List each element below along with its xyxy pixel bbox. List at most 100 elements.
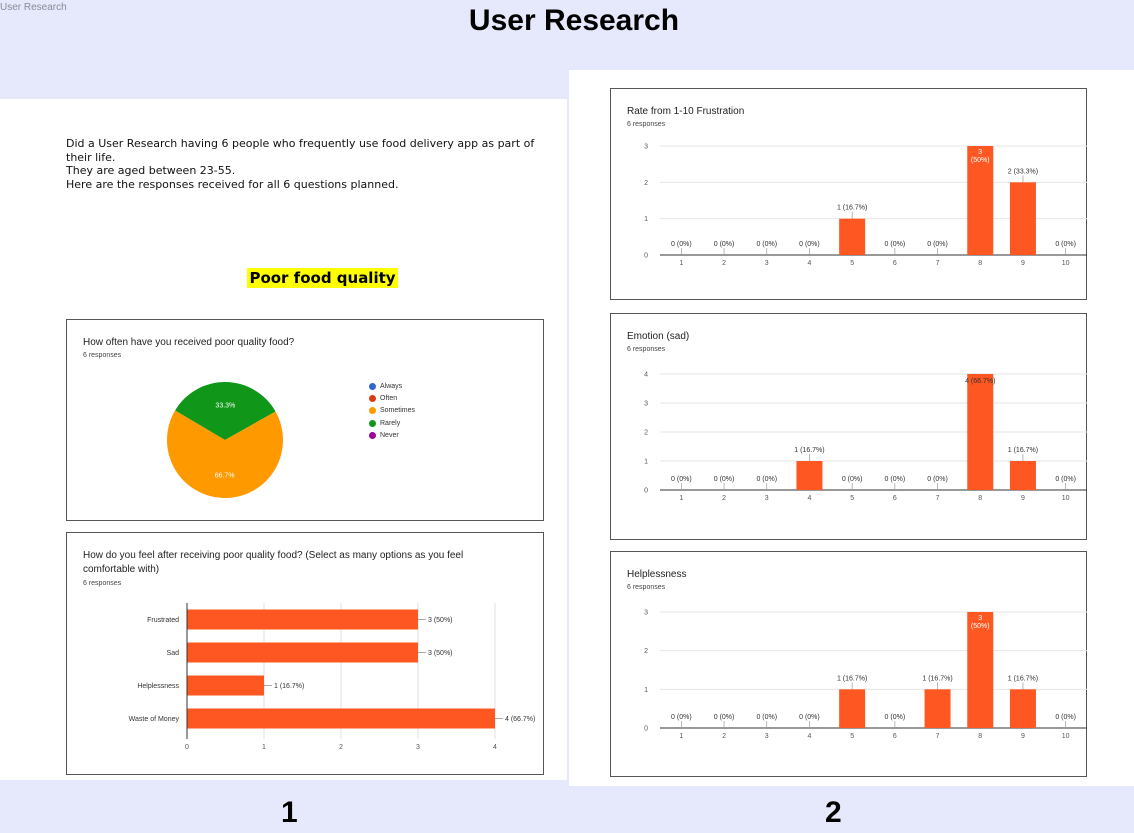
x-tick-label: 9	[1021, 260, 1025, 267]
emotion-chart-card: Emotion (sad) 6 responses 0 1 2 3 4 0 (0%) 1 0 …	[610, 313, 1087, 540]
legend-item: Often	[369, 392, 415, 404]
corner-label: User Research	[0, 2, 67, 13]
x-tick-label: 3	[765, 260, 769, 267]
x-tick-label: 5	[850, 260, 854, 267]
intro-line: Did a User Research having 6 people who …	[66, 137, 535, 164]
y-tick-label: 1	[644, 216, 648, 223]
data-label: 0 (0%)	[927, 476, 948, 483]
pie-slice-label: 33.3%	[215, 403, 235, 410]
legend-label: Often	[380, 395, 398, 403]
x-tick-label: 4	[807, 495, 811, 502]
chart-title-line: How do you feel after receiving poor qua…	[83, 550, 464, 561]
chart-subtitle: 6 responses	[627, 584, 666, 591]
x-tick-label: 3	[765, 733, 769, 740]
frustration-chart-card: Rate from 1-10 Frustration 6 responses 0…	[610, 88, 1087, 300]
chart-title: How do you feel after receiving poor qua…	[83, 549, 463, 577]
data-label: 0 (0%)	[1055, 241, 1076, 248]
page-number: 1	[281, 796, 298, 829]
pie-chart-card: How often have you received poor quality…	[66, 319, 544, 521]
x-tick-label: 1	[679, 260, 683, 267]
data-label: 0 (0%)	[756, 476, 777, 483]
x-tick-label: 4	[807, 260, 811, 267]
data-label: (50%)	[971, 157, 990, 164]
data-label: 0 (0%)	[756, 241, 777, 248]
data-label: 1 (16.7%)	[274, 683, 304, 690]
bar	[924, 689, 951, 728]
data-label: 1 (16.7%)	[837, 675, 867, 682]
bar	[839, 689, 866, 728]
x-tick-label: 3	[765, 495, 769, 502]
data-label: 3	[978, 615, 982, 622]
pie-chart: 33.3% 66.7%	[166, 382, 283, 498]
legend-label: Rarely	[380, 419, 401, 427]
x-tick-label: 4	[493, 744, 497, 751]
pie-slice-sometimes	[166, 410, 283, 498]
data-label: 1 (16.7%)	[1008, 447, 1038, 454]
y-tick-label: 3	[644, 401, 648, 408]
legend-item: Sometimes	[369, 405, 415, 417]
bar	[187, 642, 418, 663]
bar	[187, 609, 418, 630]
chart-subtitle: 6 responses	[83, 352, 122, 359]
x-tick-label: 8	[978, 495, 982, 502]
legend-label: Sometimes	[380, 407, 416, 415]
data-label: 0 (0%)	[671, 714, 692, 721]
x-tick-label: 2	[722, 260, 726, 267]
x-tick-label: 7	[936, 260, 940, 267]
legend-dot-icon	[369, 395, 376, 403]
bar	[839, 218, 866, 255]
x-tick-label: 5	[850, 495, 854, 502]
y-tick-label: 2	[644, 180, 648, 187]
data-label: 0 (0%)	[756, 714, 777, 721]
legend-dot-icon	[369, 407, 376, 415]
bar	[796, 461, 823, 490]
x-tick-label: 4	[807, 733, 811, 740]
bar	[187, 708, 495, 729]
y-category-label: Waste of Money	[129, 716, 180, 723]
frustration-bar-chart: 0 1 2 3 0 (0%) 1 0 (0%) 2 0 (0%) 3 0 (0%) 4 1 (16.7%…	[644, 144, 1087, 267]
y-category-label: Frustrated	[147, 617, 179, 624]
x-tick-label: 1	[262, 744, 266, 751]
chart-title: Rate from 1-10 Frustration	[627, 106, 745, 117]
bar	[1009, 182, 1036, 255]
x-tick-label: 1	[679, 495, 683, 502]
pie-slice-label: 66.7%	[215, 472, 235, 479]
chart-subtitle: 6 responses	[627, 346, 666, 353]
feelings-bar-chart: 0 1 2 3 4 Frustrated 3 (50%) Sad 3 (50%) Helpless…	[129, 603, 535, 751]
data-label: 0 (0%)	[714, 714, 735, 721]
intro-line: They are aged between 23-55.	[66, 164, 236, 177]
y-tick-label: 0	[644, 488, 648, 495]
chart-title: How often have you received poor quality…	[83, 337, 295, 348]
legend-item: Rarely	[369, 417, 415, 429]
bar	[967, 374, 994, 490]
data-label: 0 (0%)	[671, 476, 692, 483]
bar	[1009, 689, 1036, 728]
pie-slice-rarely	[175, 382, 276, 440]
data-label: 0 (0%)	[927, 241, 948, 248]
data-label: (50%)	[971, 623, 990, 630]
y-tick-label: 4	[644, 372, 648, 379]
section-heading-wrap: Poor food quality	[0, 268, 645, 288]
x-tick-label: 8	[978, 260, 982, 267]
bar	[1009, 461, 1036, 490]
emotion-bar-chart: 0 1 2 3 4 0 (0%) 1 0 (0%) 2 0 (0%) 3 1 (16.7%) 4 0 (0…	[644, 372, 1087, 502]
x-tick-label: 6	[893, 495, 897, 502]
chart-subtitle: 6 responses	[83, 580, 122, 587]
data-label: 0 (0%)	[714, 241, 735, 248]
pie-legend: Always Often Sometimes Rarely Never	[369, 380, 415, 442]
x-tick-label: 2	[339, 744, 343, 751]
x-tick-label: 10	[1062, 733, 1070, 740]
y-tick-label: 0	[644, 253, 648, 260]
x-tick-label: 3	[416, 744, 420, 751]
y-tick-label: 1	[644, 687, 648, 694]
data-label: 0 (0%)	[885, 476, 906, 483]
chart-title: Emotion (sad)	[627, 331, 690, 342]
legend-dot-icon	[369, 432, 376, 440]
right-panel: Rate from 1-10 Frustration 6 responses 0…	[569, 70, 1134, 786]
legend-item: Never	[369, 430, 415, 442]
data-label: 0 (0%)	[885, 714, 906, 721]
x-tick-label: 9	[1021, 733, 1025, 740]
data-label: 3 (50%)	[428, 617, 453, 624]
data-label: 0 (0%)	[842, 476, 863, 483]
y-category-label: Sad	[167, 650, 180, 657]
